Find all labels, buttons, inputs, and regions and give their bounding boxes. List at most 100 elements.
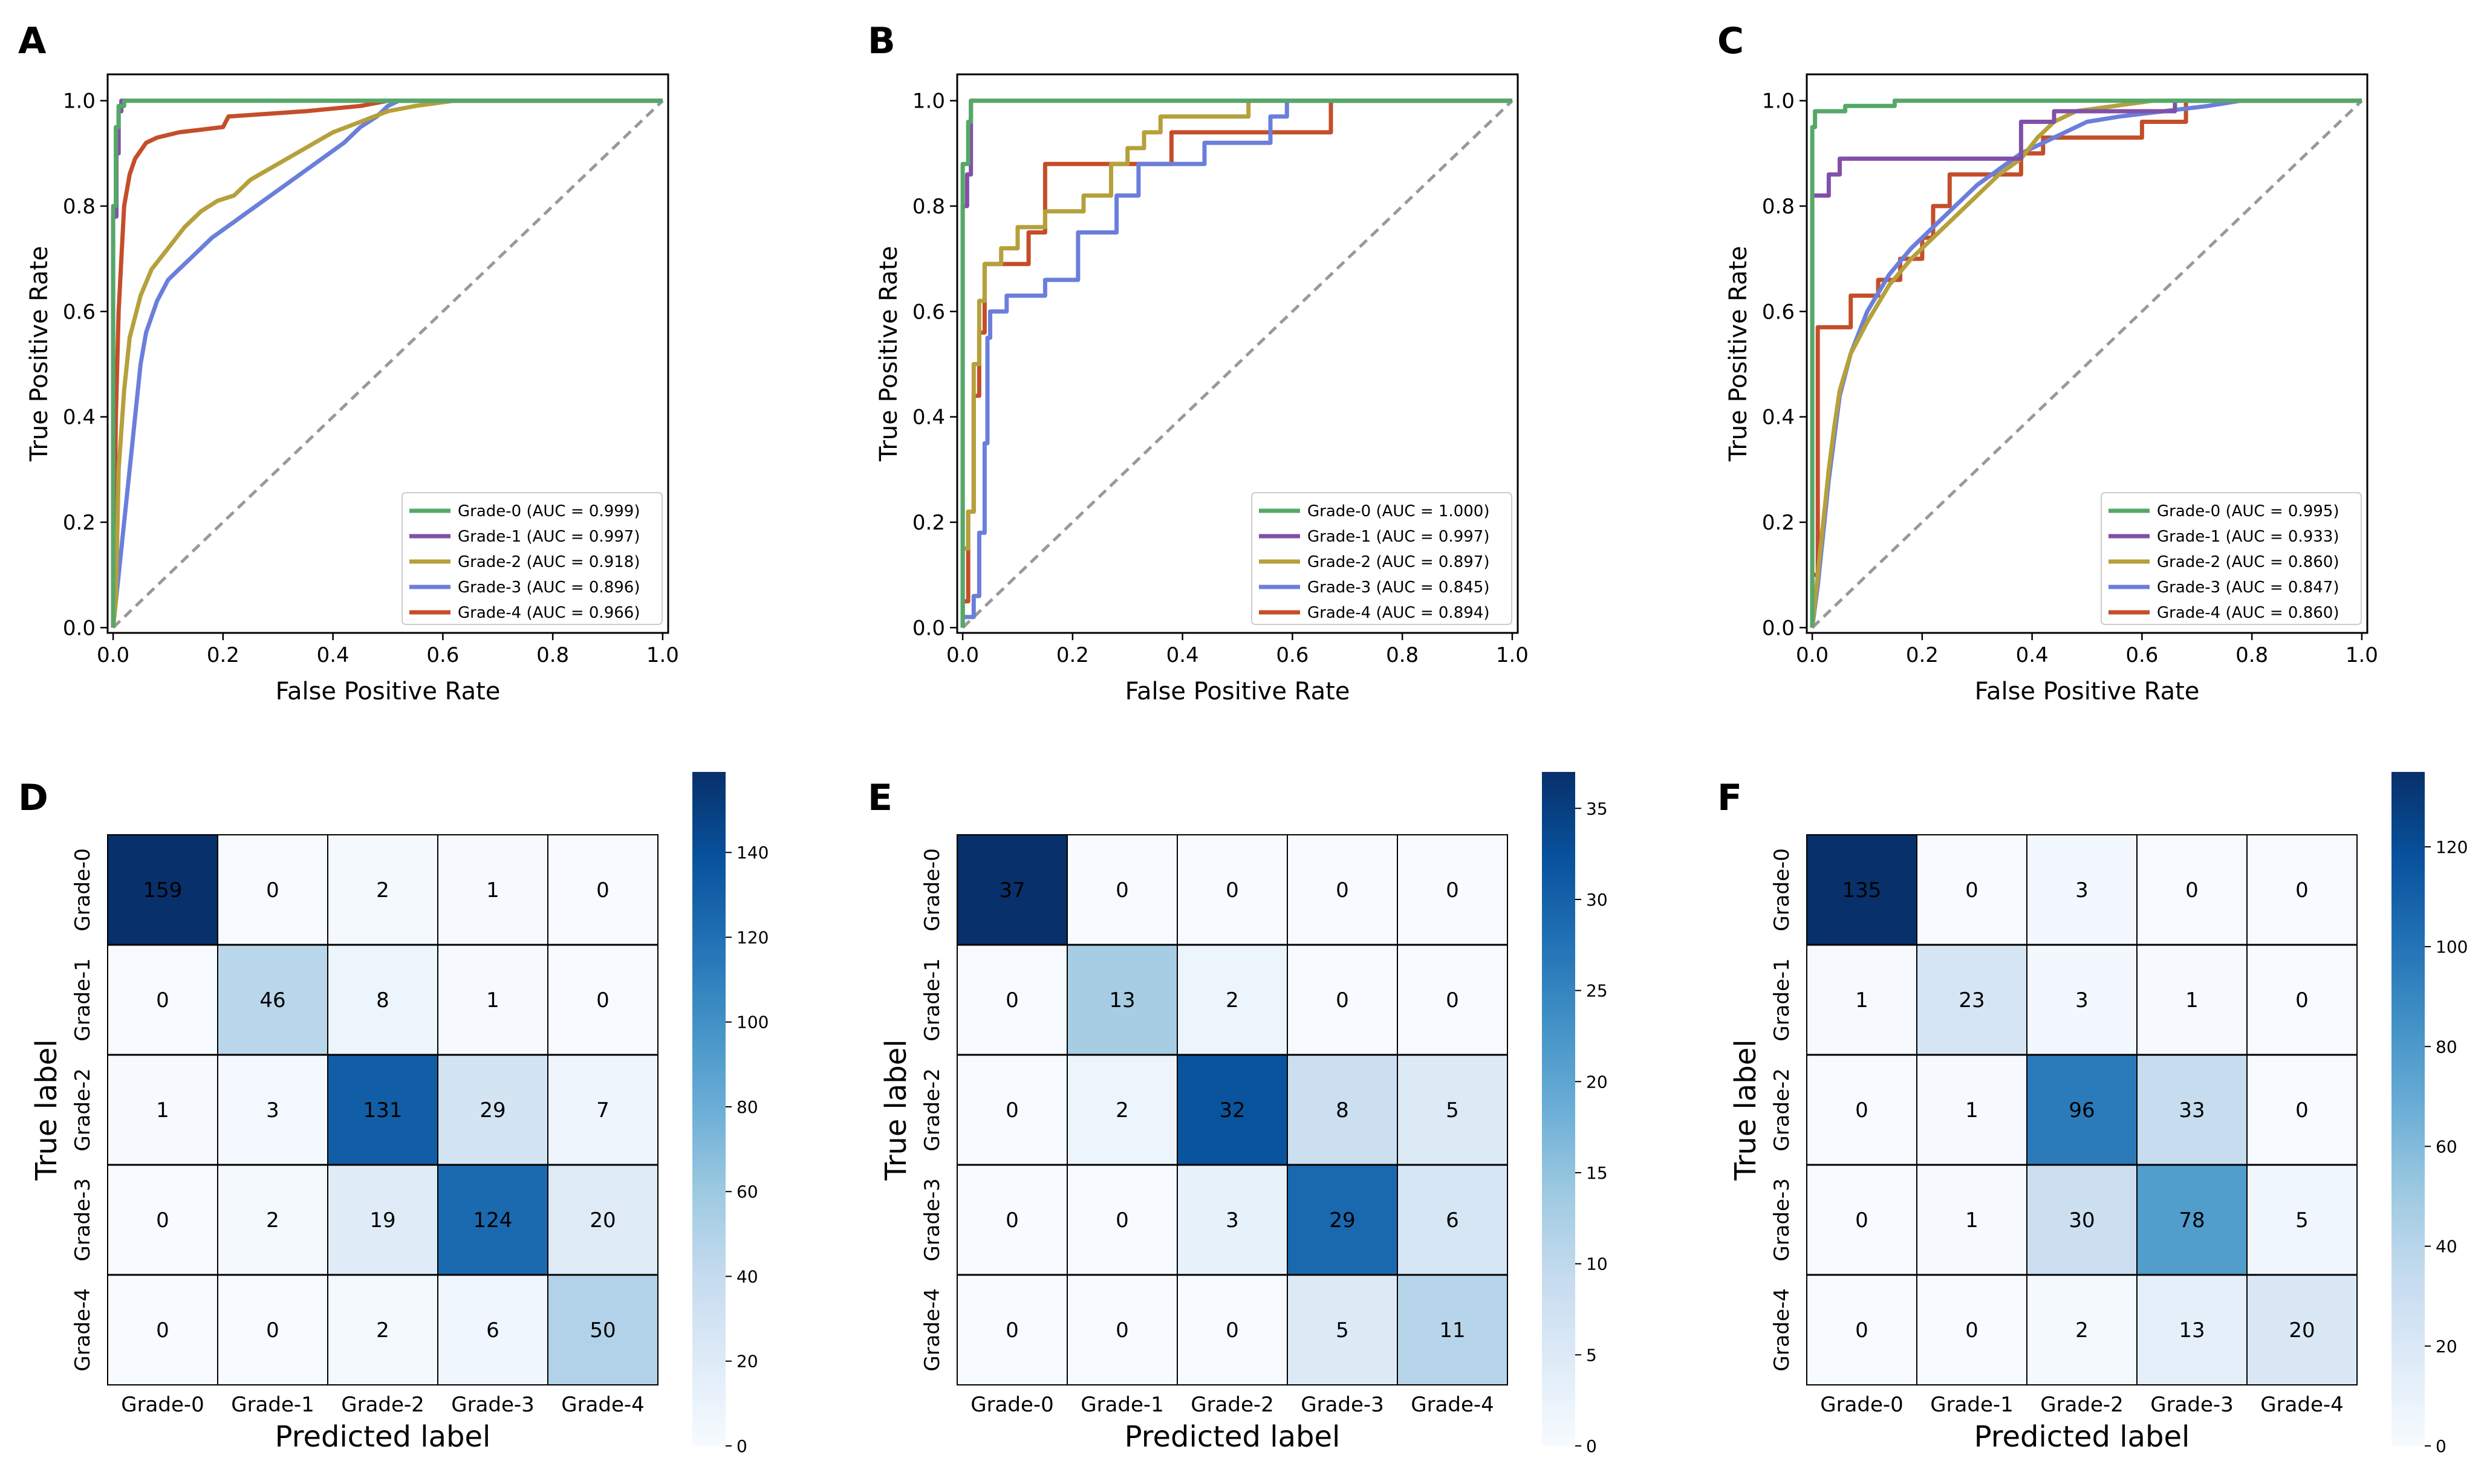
matrix-cell-value: 3	[1226, 1208, 1239, 1233]
panel-letter-c: C	[1717, 20, 1744, 62]
matrix-cell	[1397, 834, 1508, 945]
matrix-cell-value: 20	[590, 1208, 616, 1233]
matrix-cell-value: 5	[1336, 1318, 1349, 1343]
matrix-cell-value: 0	[1336, 988, 1349, 1013]
legend-box	[402, 492, 663, 625]
y-category-label: Grade-1	[1770, 958, 1794, 1042]
panel-letter-e: E	[868, 777, 892, 819]
matrix-cell-value: 0	[156, 1208, 169, 1233]
x-tick-label: 0.8	[1386, 643, 1419, 667]
y-tick-label: 0.0	[1762, 616, 1795, 640]
matrix-cell	[1177, 944, 1288, 1055]
y-tick-label: 0.4	[63, 406, 96, 430]
matrix-cell-value: 0	[1965, 878, 1978, 902]
panel-letter-d: D	[18, 777, 48, 819]
colorbar-tick-label: 60	[2436, 1136, 2457, 1156]
legend-entry-grade-3: Grade-3 (AUC = 0.847)	[2157, 578, 2339, 597]
y-tick-label: 0.6	[63, 300, 96, 324]
x-tick-label: 0.4	[1166, 643, 1199, 667]
roc-chart-b: 0.00.0 0.2 0.2 0.4 0.4 0.6 0.6 0.8 0.8 1.0 1.0 Fals…	[875, 73, 1529, 705]
colorbar-tick-label: 100	[736, 1013, 769, 1032]
x-category-label: Grade-4	[561, 1393, 645, 1417]
confusion-matrix-d: 159 0 2 1 00 46 8 1 01 3 131 29 70 2 19 124 200 0 2 6 50Grad…	[30, 772, 769, 1456]
matrix-cell-value: 3	[266, 1098, 279, 1123]
matrix-cell-value: 6	[1446, 1208, 1459, 1233]
matrix-cell	[2246, 1164, 2358, 1275]
x-axis-title: Predicted label	[275, 1420, 491, 1454]
roc-frame	[106, 73, 669, 634]
y-category-label: Grade-0	[920, 848, 945, 932]
y-tick-label: 0.2	[1762, 511, 1795, 535]
matrix-cell-value: 1	[1965, 1208, 1978, 1233]
roc-series-line-grade-2	[111, 99, 663, 628]
legend-entry-grade-4: Grade-4 (AUC = 0.966)	[458, 604, 640, 622]
matrix-cell-value: 1	[1965, 1098, 1978, 1123]
roc-series-line-grade-4	[111, 99, 663, 628]
matrix-cell-value: 0	[1965, 1318, 1978, 1343]
x-tick-label: 0.6	[426, 643, 459, 667]
matrix-cell	[2026, 944, 2138, 1055]
roc-series-line-grade-0	[1810, 99, 2362, 628]
matrix-cell-value: 0	[1446, 988, 1459, 1013]
matrix-cell	[437, 834, 548, 945]
colorbar	[2391, 772, 2425, 1446]
matrix-cell-value: 33	[2179, 1098, 2205, 1123]
matrix-cell	[1397, 1274, 1508, 1385]
matrix-cell	[547, 1274, 658, 1385]
x-axis-title: False Positive Rate	[1125, 678, 1350, 705]
matrix-cell-value: 2	[376, 1318, 389, 1343]
chance-diagonal-line	[961, 99, 1513, 629]
legend-entry-grade-0: Grade-0 (AUC = 0.999)	[458, 502, 640, 520]
y-category-label: Grade-3	[71, 1178, 95, 1262]
x-category-label: Grade-0	[1820, 1393, 1904, 1417]
roc-series-line-grade-2	[960, 99, 1512, 628]
matrix-cell-value: 1	[2185, 988, 2199, 1013]
x-axis-title: Predicted label	[1974, 1420, 2190, 1454]
y-tick-label: 1.0	[63, 89, 96, 114]
y-category-label: Grade-1	[920, 958, 945, 1042]
matrix-cell	[1067, 1054, 1178, 1165]
matrix-cell	[107, 1054, 218, 1165]
legend-entry-grade-3: Grade-3 (AUC = 0.896)	[458, 578, 640, 597]
x-tick-label: 0.0	[97, 643, 129, 667]
matrix-cell-value: 135	[1842, 878, 1882, 902]
matrix-cell-value: 2	[1116, 1098, 1129, 1123]
matrix-cell	[2136, 834, 2248, 945]
x-category-label: Grade-0	[971, 1393, 1054, 1417]
x-tick-label: 0.2	[207, 643, 239, 667]
x-category-label: Grade-2	[341, 1393, 424, 1417]
chance-diagonal-line	[112, 99, 664, 629]
y-axis-title: True Positive Rate	[25, 246, 53, 462]
matrix-cell-value: 0	[1116, 878, 1129, 902]
matrix-cell-value: 0	[156, 988, 169, 1013]
x-tick-label: 0.4	[317, 643, 350, 667]
legend-entry-grade-0: Grade-0 (AUC = 1.000)	[1307, 502, 1489, 520]
colorbar-tick-label: 60	[736, 1182, 758, 1202]
matrix-cell	[1806, 1274, 1917, 1385]
x-category-label: Grade-3	[1301, 1393, 1384, 1417]
colorbar-tick-label: 10	[1586, 1254, 1608, 1274]
x-category-label: Grade-4	[2260, 1393, 2344, 1417]
matrix-cell	[107, 944, 218, 1055]
y-category-label: Grade-4	[920, 1288, 945, 1372]
y-category-label: Grade-0	[1770, 848, 1794, 932]
y-tick-label: 0.0	[63, 616, 96, 640]
matrix-cell-value: 8	[376, 988, 389, 1013]
matrix-cell-value: 0	[596, 988, 610, 1013]
matrix-cell-value: 50	[590, 1318, 616, 1343]
legend-entry-grade-1: Grade-1 (AUC = 0.997)	[1307, 528, 1489, 546]
legend-entry-grade-2: Grade-2 (AUC = 0.897)	[1307, 553, 1489, 571]
colorbar-tick-label: 20	[736, 1352, 758, 1372]
matrix-cell-value: 2	[1226, 988, 1239, 1013]
roc-series-line-grade-2	[1810, 99, 2362, 628]
matrix-cell	[1067, 1274, 1178, 1385]
matrix-cell	[437, 944, 548, 1055]
matrix-cell	[2026, 1054, 2138, 1165]
colorbar-tick-label: 0	[1586, 1436, 1597, 1456]
matrix-cell	[1397, 1054, 1508, 1165]
x-category-label: Grade-2	[2040, 1393, 2124, 1417]
matrix-cell	[1177, 1274, 1288, 1385]
matrix-cell	[1177, 1164, 1288, 1275]
legend-entry-grade-0: Grade-0 (AUC = 0.995)	[2157, 502, 2339, 520]
